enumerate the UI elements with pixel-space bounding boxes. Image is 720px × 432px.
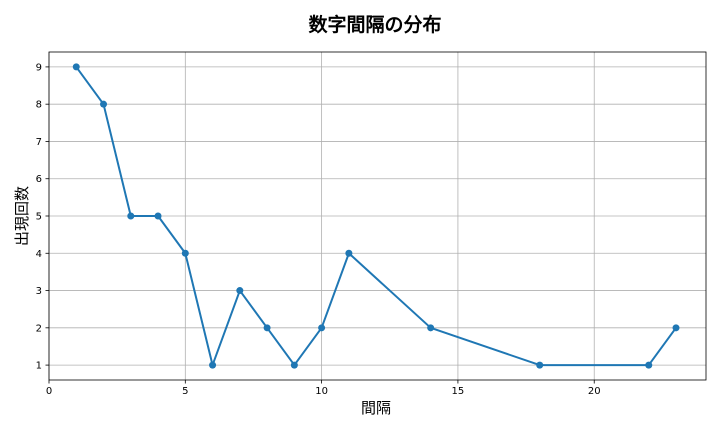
y-tick-label: 7 [36,137,42,148]
data-point [645,361,653,369]
y-tick-label: 2 [36,323,42,334]
y-axis-label: 出現回数 [13,186,31,246]
data-point [318,324,326,332]
x-axis-label: 間隔 [361,399,391,417]
y-tick-label: 3 [36,286,42,297]
data-point [536,361,544,369]
data-point [345,249,353,257]
y-tick-label: 5 [36,212,42,223]
ticks: 0 5 10 15 20 1 2 3 4 5 6 7 8 9 [36,62,601,397]
data-point [672,324,680,332]
data-point [154,212,162,220]
data-point [127,212,135,220]
x-tick-label: 15 [452,386,465,397]
data-point [290,361,298,369]
y-tick-label: 6 [36,174,42,185]
grid [48,52,706,380]
x-tick-label: 5 [182,386,188,397]
data-point [181,249,189,257]
y-tick-label: 4 [36,249,42,260]
data-point [236,287,244,295]
data-point [427,324,435,332]
chart-title: 数字間隔の分布 [308,13,441,36]
y-tick-label: 1 [36,361,42,372]
data-point [263,324,271,332]
x-tick-label: 0 [46,386,52,397]
data-point [209,361,217,369]
y-tick-label: 9 [36,62,42,73]
data-point [100,100,108,108]
x-tick-label: 10 [315,386,328,397]
data-point [72,63,80,71]
y-tick-label: 8 [36,100,42,111]
x-tick-label: 20 [588,386,601,397]
series-layer [72,63,680,369]
